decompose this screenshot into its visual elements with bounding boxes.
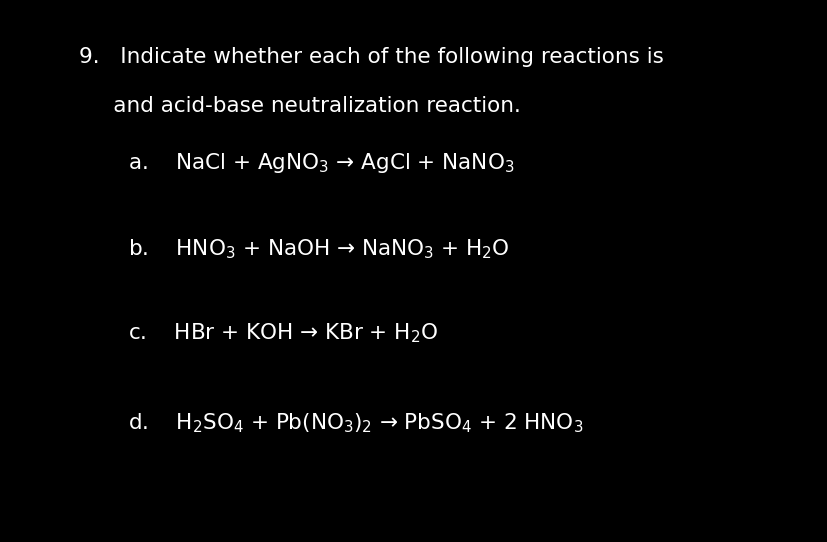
Text: c.    HBr + KOH → KBr + H$_2$O: c. HBr + KOH → KBr + H$_2$O — [128, 321, 437, 345]
Text: b.    HNO$_3$ + NaOH → NaNO$_3$ + H$_2$O: b. HNO$_3$ + NaOH → NaNO$_3$ + H$_2$O — [128, 237, 509, 261]
Text: a.    NaCl + AgNO$_3$ → AgCl + NaNO$_3$: a. NaCl + AgNO$_3$ → AgCl + NaNO$_3$ — [128, 151, 514, 175]
Text: d.    H$_2$SO$_4$ + Pb(NO$_3$)$_2$ → PbSO$_4$ + 2 HNO$_3$: d. H$_2$SO$_4$ + Pb(NO$_3$)$_2$ → PbSO$_… — [128, 411, 583, 435]
Text: and acid-base neutralization reaction.: and acid-base neutralization reaction. — [79, 96, 520, 115]
Text: 9.   Indicate whether each of the following reactions is: 9. Indicate whether each of the followin… — [79, 47, 662, 67]
